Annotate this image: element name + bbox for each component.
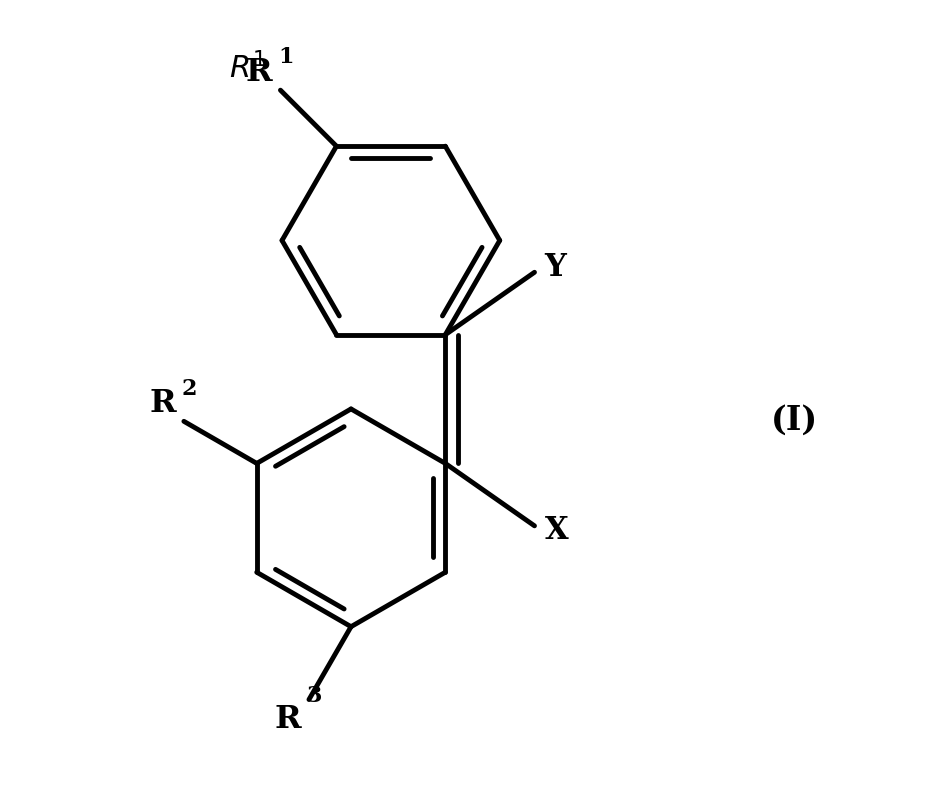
Text: 1: 1 (278, 46, 294, 69)
Text: Y: Y (544, 252, 566, 283)
Text: (I): (I) (771, 404, 818, 437)
Text: R: R (149, 388, 176, 419)
Text: R: R (275, 705, 301, 735)
Text: 2: 2 (181, 378, 198, 400)
Text: R: R (246, 57, 273, 88)
Text: X: X (544, 515, 568, 546)
Text: $R^1$: $R^1$ (229, 53, 266, 85)
Text: 3: 3 (307, 684, 322, 707)
